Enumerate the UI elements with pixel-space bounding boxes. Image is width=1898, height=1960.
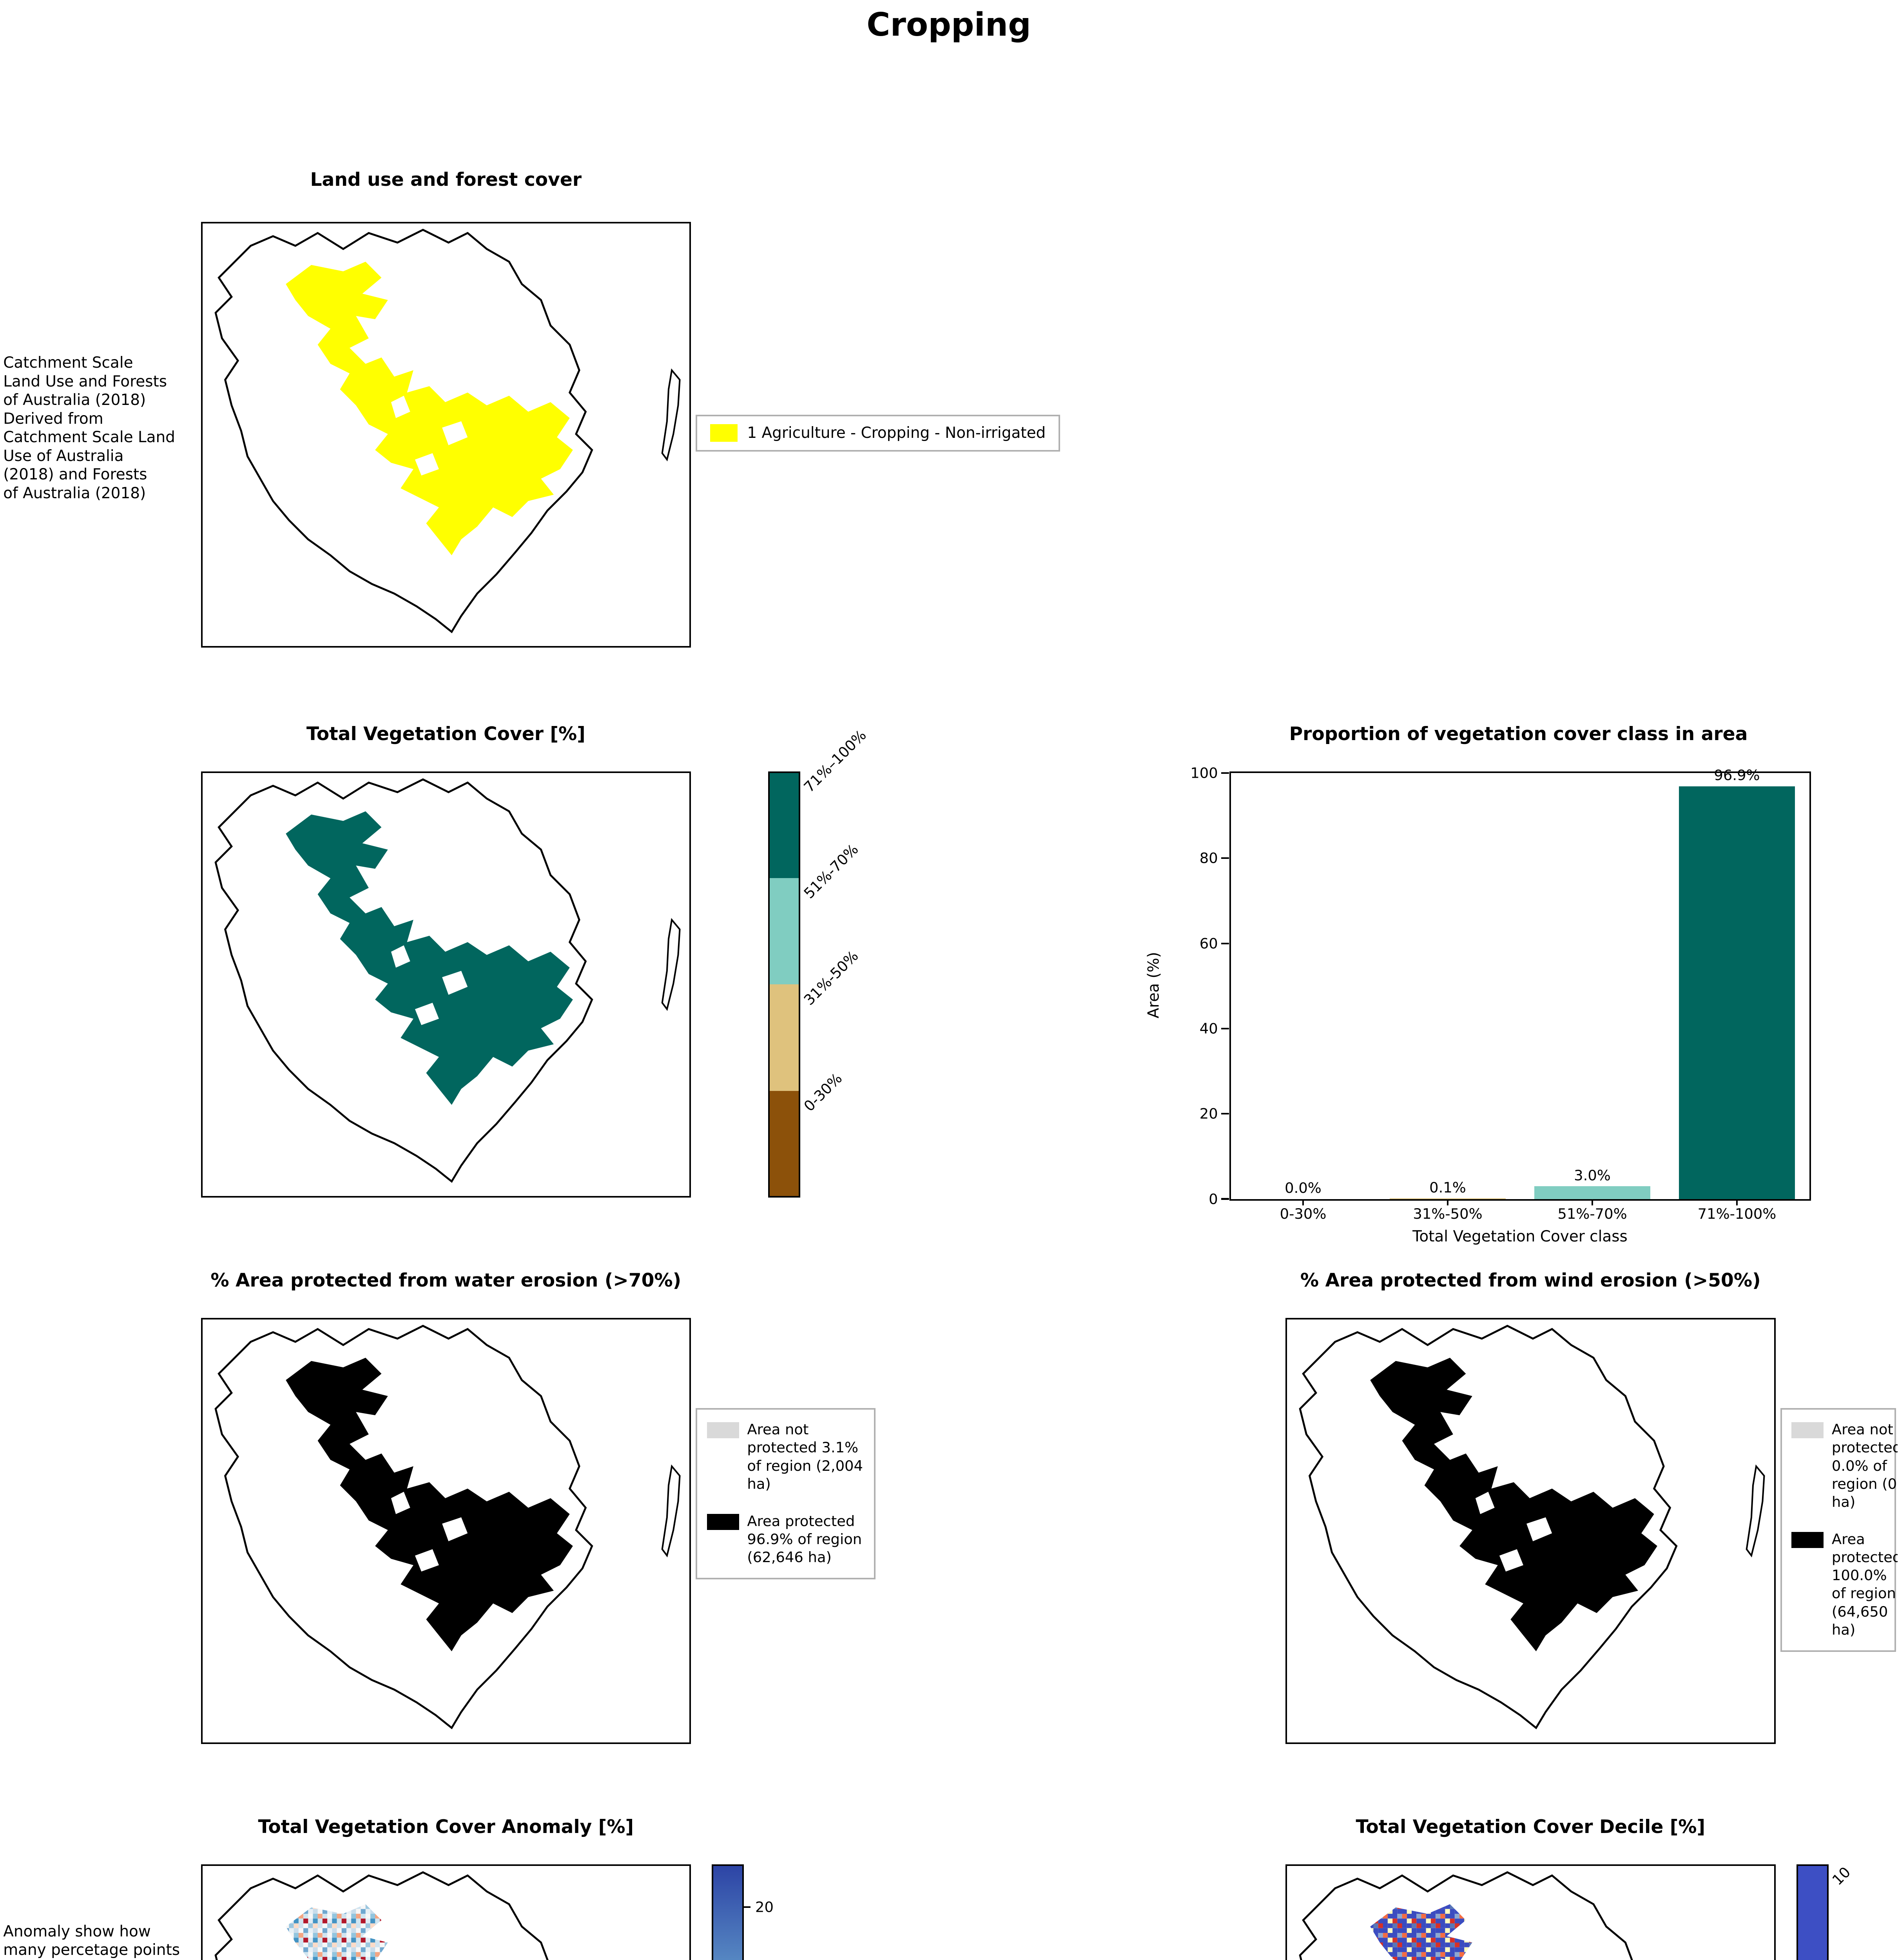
y-tick-label: 20 <box>1199 1105 1218 1122</box>
y-tick-mark <box>1221 857 1229 859</box>
wind-erosion-legend: Area not protected 0.0% of region (0 ha)… <box>1780 1408 1898 1652</box>
anomaly-map-svg <box>203 1866 690 1960</box>
catchment-sliver <box>662 920 680 1009</box>
y-tick-label: 80 <box>1199 849 1218 867</box>
x-tick-label: 71%-100% <box>1697 1205 1777 1222</box>
x-tick-mark <box>1447 1199 1449 1205</box>
colorbar-label: 71%–100% <box>800 726 870 796</box>
legend-swatch <box>707 1422 739 1439</box>
landuse-map-svg <box>203 223 690 646</box>
cropping-legend-swatch <box>710 424 738 442</box>
x-tick-mark <box>1302 1199 1304 1205</box>
catchment-outline <box>216 1872 592 1960</box>
chart-y-axis-label: Area (%) <box>1145 952 1163 1018</box>
wind-erosion-title: % Area protected from wind erosion (>50%… <box>1300 1270 1761 1291</box>
wind-erosion-map-svg <box>1287 1319 1774 1742</box>
colorbar-outline <box>712 1864 744 1960</box>
decile-colorbar: 108-94-72-31 <box>1796 1864 1854 1960</box>
water-erosion-title: % Area protected from water erosion (>70… <box>210 1270 682 1291</box>
landuse-map <box>201 221 691 648</box>
anomaly-map <box>201 1864 691 1960</box>
catchment-sliver <box>662 370 680 459</box>
bar <box>1679 786 1795 1199</box>
colorbar-tick-label: 20 <box>755 1898 774 1916</box>
page-title: Cropping <box>867 6 1031 44</box>
anomaly-title: Total Vegetation Cover Anomaly [%] <box>258 1816 634 1838</box>
y-tick-mark <box>1221 1113 1229 1115</box>
colorbar-segment <box>1796 1864 1829 1960</box>
x-tick-label: 31%-50% <box>1413 1205 1483 1222</box>
anomaly-caption: Anomaly show how many percetage points e… <box>3 1922 180 1960</box>
colorbar-label: 10 <box>1829 1863 1854 1889</box>
proportion-chart: Area (%) Total Vegetation Cover class 0.… <box>1145 765 1811 1245</box>
decile-map-svg <box>1287 1866 1774 1960</box>
bar-value-label: 3.0% <box>1574 1167 1611 1184</box>
proportion-chart-title: Proportion of vegetation cover class in … <box>1289 723 1748 745</box>
vegcover-map <box>201 771 691 1198</box>
y-tick-label: 0 <box>1209 1191 1218 1207</box>
vegcover-colorbar: 71%–100% 51%-70% 31%-50% 0-30% <box>768 726 870 1198</box>
x-tick-mark <box>1736 1199 1738 1205</box>
colorbar-segment <box>768 1091 800 1198</box>
legend-item-label: Area not protected 0.0% of region (0 ha) <box>1831 1421 1898 1510</box>
x-tick-label: 51%-70% <box>1557 1205 1627 1222</box>
legend-swatch <box>707 1514 739 1530</box>
anomaly-colorbar: 20100−10−20 <box>712 1864 774 1960</box>
wind-erosion-map <box>1285 1318 1776 1744</box>
y-tick-mark <box>1221 1027 1229 1029</box>
legend-item: Area not protected 3.1% of region (2,004… <box>707 1421 865 1493</box>
bar <box>1534 1186 1650 1199</box>
colorbar-tick-mark <box>744 1906 750 1908</box>
bar-value-label: 0.0% <box>1285 1180 1322 1197</box>
legend-item-label: Area protected 96.9% of region (62,646 h… <box>747 1512 862 1566</box>
catchment-outline <box>1300 1872 1676 1960</box>
y-tick-label: 100 <box>1190 764 1218 782</box>
colorbar-segment <box>768 878 800 985</box>
legend-swatch <box>1791 1422 1824 1439</box>
cropping-legend-label: 1 Agriculture - Cropping - Non-irrigated <box>747 424 1046 442</box>
vegcover-map-svg <box>203 773 690 1196</box>
catchment-sliver <box>662 1466 680 1555</box>
bar-value-label: 0.1% <box>1429 1179 1466 1196</box>
colorbar-label: 0-30% <box>800 1070 846 1115</box>
water-erosion-map <box>201 1318 691 1744</box>
water-erosion-legend: Area not protected 3.1% of region (2,004… <box>696 1408 876 1580</box>
decile-title: Total Vegetation Cover Decile [%] <box>1356 1816 1706 1838</box>
x-tick-mark <box>1591 1199 1593 1205</box>
legend-item: Area protected 100.0% of region (64,650 … <box>1791 1530 1898 1639</box>
y-tick-mark <box>1221 1198 1229 1200</box>
legend-item-label: Area protected 100.0% of region (64,650 … <box>1831 1531 1898 1638</box>
bar <box>1390 1198 1506 1199</box>
bar-value-label: 96.9% <box>1714 767 1760 784</box>
decile-map <box>1285 1864 1776 1960</box>
landuse-caption: Catchment Scale Land Use and Forests of … <box>3 354 175 502</box>
landuse-legend: 1 Agriculture - Cropping - Non-irrigated <box>696 414 1060 452</box>
vegcover-title: Total Vegetation Cover [%] <box>306 723 586 745</box>
legend-item-label: Area not protected 3.1% of region (2,004… <box>747 1421 863 1492</box>
legend-swatch <box>1791 1532 1824 1548</box>
x-tick-label: 0-30% <box>1280 1205 1327 1222</box>
y-tick-label: 40 <box>1199 1020 1218 1037</box>
y-tick-mark <box>1221 942 1229 944</box>
legend-item: Area protected 96.9% of region (62,646 h… <box>707 1512 865 1566</box>
colorbar-label: 51%-70% <box>800 841 862 902</box>
colorbar-segment <box>768 984 800 1091</box>
y-tick-label: 60 <box>1199 935 1218 952</box>
y-tick-mark <box>1221 772 1229 774</box>
legend-item: Area not protected 0.0% of region (0 ha) <box>1791 1421 1898 1511</box>
colorbar-segment <box>768 771 800 878</box>
water-erosion-map-svg <box>203 1319 690 1742</box>
chart-x-axis-label: Total Vegetation Cover class <box>1412 1228 1628 1246</box>
landuse-title: Land use and forest cover <box>310 169 582 191</box>
colorbar-label: 31%-50% <box>800 947 862 1009</box>
catchment-sliver <box>1747 1466 1764 1555</box>
